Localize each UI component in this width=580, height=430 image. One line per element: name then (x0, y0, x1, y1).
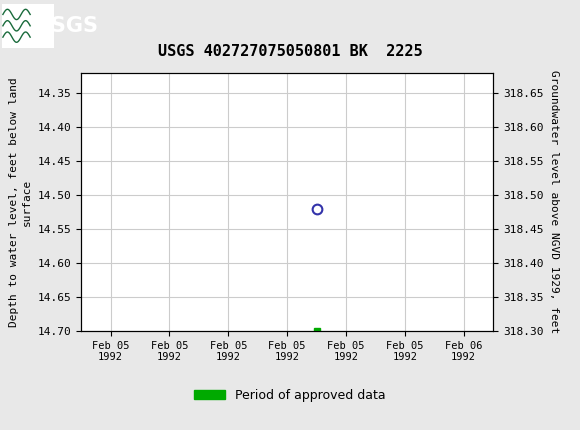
Y-axis label: Groundwater level above NGVD 1929, feet: Groundwater level above NGVD 1929, feet (549, 71, 559, 334)
Legend: Period of approved data: Period of approved data (189, 384, 391, 407)
Text: USGS: USGS (34, 16, 97, 36)
Y-axis label: Depth to water level, feet below land
surface: Depth to water level, feet below land su… (9, 77, 32, 327)
Text: USGS 402727075050801 BK  2225: USGS 402727075050801 BK 2225 (158, 44, 422, 59)
FancyBboxPatch shape (2, 3, 54, 48)
